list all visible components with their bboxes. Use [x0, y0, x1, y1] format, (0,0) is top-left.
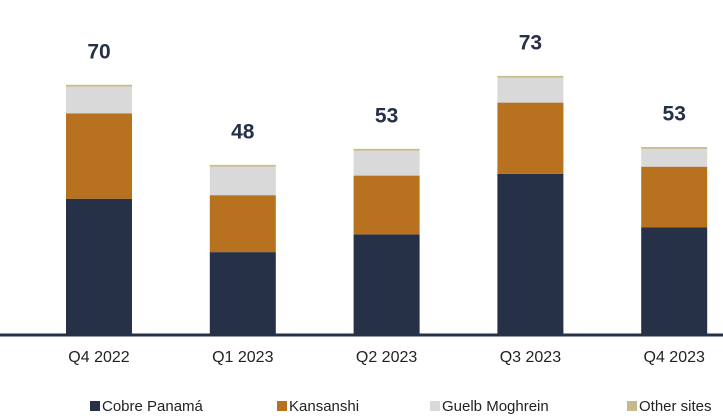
total-label: 53 [375, 104, 398, 127]
bar-segment [209, 195, 276, 253]
bar-segment [641, 166, 708, 228]
total-label: 73 [519, 31, 542, 54]
bar-segment [66, 86, 132, 114]
legend-label: Kansanshi [289, 398, 359, 415]
bar-segment [497, 77, 564, 103]
bar-segment [353, 148, 420, 151]
x-tick-label: Q4 2022 [68, 349, 129, 366]
x-tick-label: Q4 2023 [644, 349, 705, 366]
legend-label: Cobre Panamá [102, 398, 204, 415]
legend-label: Other sites [639, 398, 712, 415]
bar-segment [353, 150, 420, 176]
bar-segment [641, 147, 708, 149]
legend-swatch [627, 401, 637, 411]
bar-segment [209, 164, 276, 167]
legend-label: Guelb Moghrein [442, 398, 549, 415]
legend-swatch [430, 401, 440, 411]
bar-segment [353, 234, 420, 334]
bar-segment [497, 173, 564, 334]
bar-segment [66, 84, 132, 87]
bar-segment [66, 113, 132, 199]
bar-segment [641, 227, 708, 334]
legend-swatch [90, 401, 100, 411]
bar-segment [209, 166, 276, 196]
bar-segment [66, 198, 132, 334]
legend-swatch [277, 401, 287, 411]
total-label: 53 [663, 103, 686, 126]
bar-segment [497, 75, 564, 78]
total-label: 48 [231, 120, 255, 143]
bar-segment [353, 175, 420, 235]
total-label: 70 [87, 40, 110, 63]
bar-segment [497, 102, 564, 174]
x-tick-label: Q3 2023 [500, 349, 561, 366]
x-tick-label: Q2 2023 [356, 349, 417, 366]
bar-segment [209, 252, 276, 334]
x-tick-label: Q1 2023 [212, 349, 273, 366]
bar-segment [641, 148, 708, 167]
